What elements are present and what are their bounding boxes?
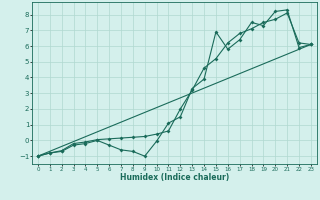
X-axis label: Humidex (Indice chaleur): Humidex (Indice chaleur): [120, 173, 229, 182]
